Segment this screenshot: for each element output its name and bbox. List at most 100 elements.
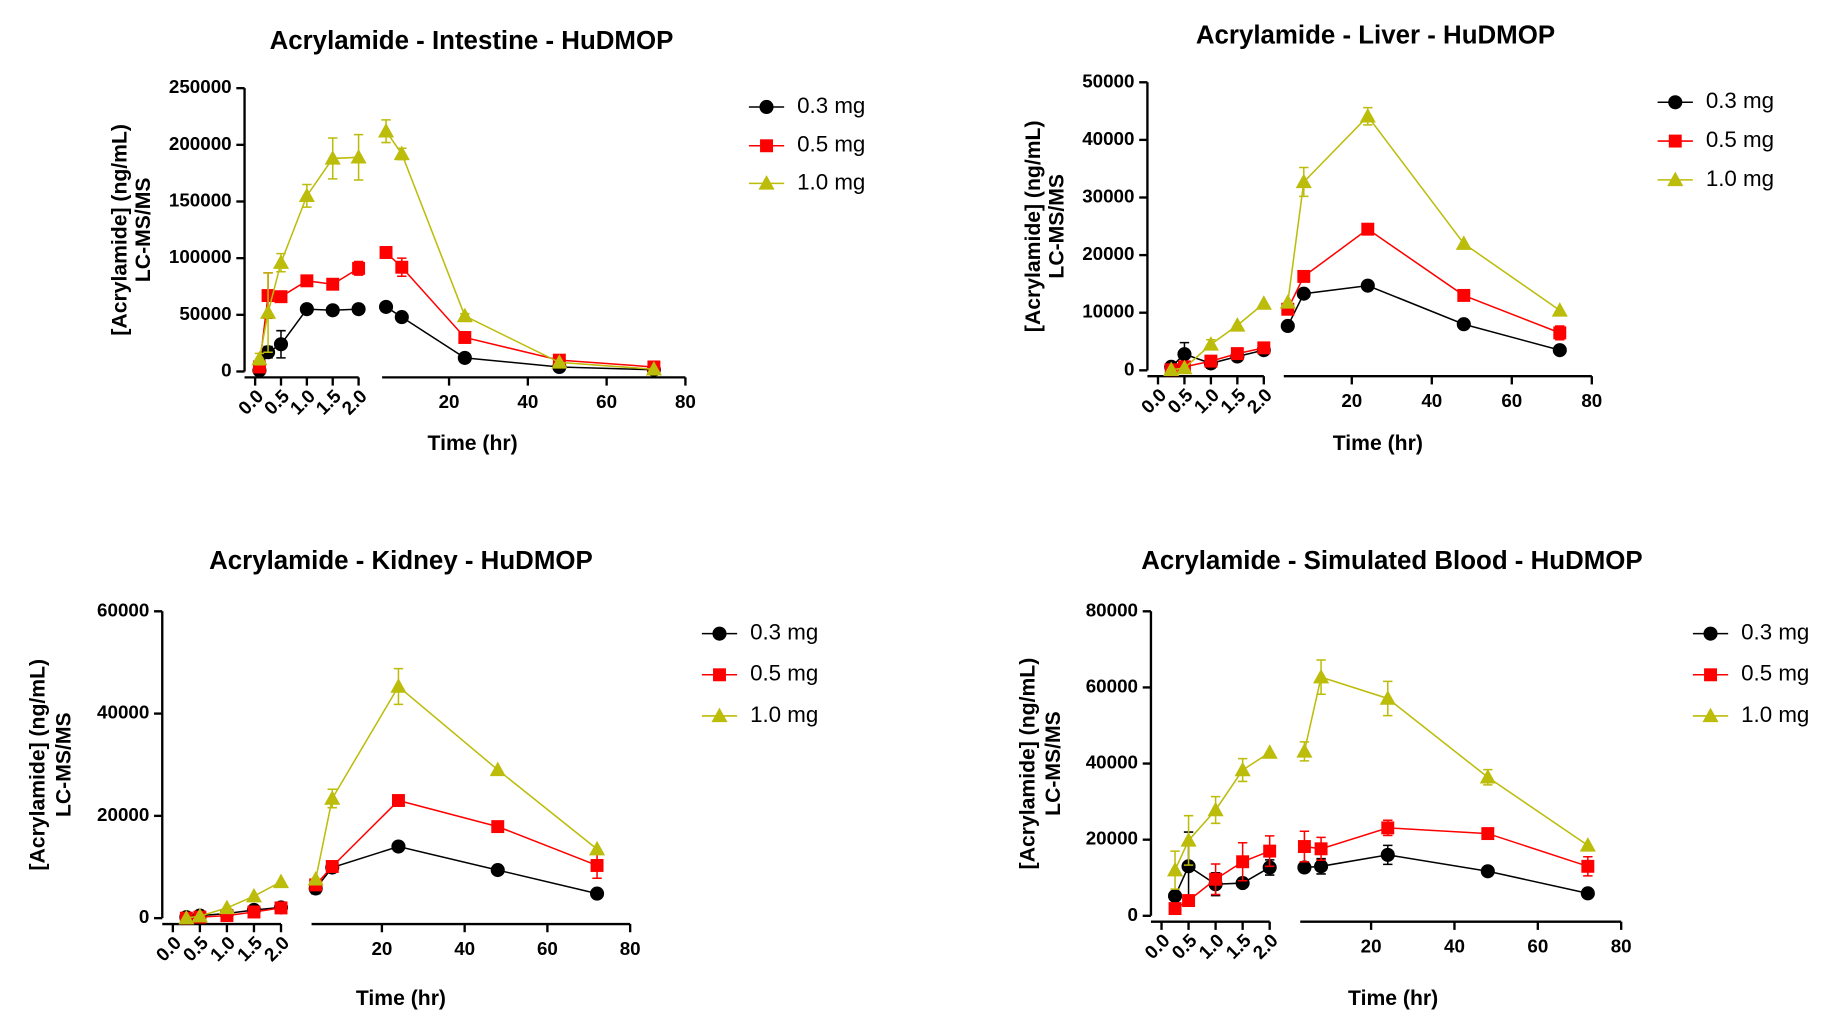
data-point [390,678,407,693]
x-tick-label: 60 [537,938,558,959]
data-point [1580,886,1595,901]
data-point [1552,343,1567,358]
data-point [1314,842,1328,856]
legend-marker [1668,134,1682,148]
data-point [1297,860,1312,875]
legend-marker [759,99,774,115]
series-line [1287,284,1560,351]
legend-label: 0.5 mg [1741,661,1809,686]
data-point [1280,318,1295,334]
legend-marker [713,668,726,682]
data-point [245,887,263,903]
data-point [1360,278,1375,293]
y-tick-label: 50000 [179,303,231,324]
legend-label: 0.5 mg [1706,127,1774,152]
data-point [324,790,341,805]
data-point [1279,294,1296,309]
data-point [1553,326,1567,340]
data-point [1551,302,1568,317]
data-point [391,839,406,854]
x-tick-label: 2.0 [1249,930,1282,963]
data-point [272,254,290,269]
x-axis-label: Time (hr) [1333,432,1423,455]
legend-marker [1702,707,1719,723]
y-axis-label: LC-MS/MS [52,712,75,817]
data-point [1180,832,1197,847]
chart-title: Acrylamide - Intestine - HuDMOP [270,27,674,55]
data-point [1297,269,1311,283]
chart-title: Acrylamide - Liver - HuDMOP [1196,21,1555,49]
y-axis-label: LC-MS/MS [132,178,155,283]
x-tick-label: 20 [1341,390,1362,411]
legend-label: 0.3 mg [750,620,818,645]
y-tick-label: 80000 [1086,599,1138,620]
series-line [1304,854,1589,895]
legend-label: 0.3 mg [1741,620,1809,645]
data-point [1176,359,1193,375]
series-line [315,845,598,895]
data-point [324,150,341,165]
data-point [1481,827,1495,841]
data-point [458,331,472,344]
chart-title: Acrylamide - Simulated Blood - HuDMOP [1141,547,1642,575]
y-tick-label: 0 [1128,904,1138,925]
data-point [1229,317,1246,332]
y-tick-label: 20000 [97,804,149,825]
data-point [1255,295,1272,310]
x-tick-label: 40 [1421,390,1442,411]
x-tick-label: 80 [675,391,696,412]
data-point [489,761,506,777]
data-point [273,337,289,352]
legend-label: 1.0 mg [1706,166,1774,191]
data-point [1177,347,1192,362]
data-point [1314,859,1329,874]
legend-marker [1668,95,1683,110]
data-point [1230,347,1244,361]
data-point [260,304,277,319]
y-tick-label: 20000 [1082,243,1134,264]
y-tick-label: 40000 [1082,128,1134,149]
x-tick-label: 40 [517,391,538,412]
series-line [258,156,359,360]
data-point [394,310,409,325]
y-tick-label: 50000 [1082,70,1134,91]
y-axis-label: LC-MS/MS [1042,711,1065,816]
x-tick-label: 40 [454,938,475,959]
x-axis-label: Time (hr) [1348,987,1438,1010]
data-point [1166,861,1184,877]
y-tick-label: 0 [1124,358,1134,379]
y-axis-label: [Acrylamide] (ng/mL) [1022,121,1045,333]
data-point [393,145,410,161]
data-point [490,863,505,878]
y-axis-label: LC-MS/MS [1046,174,1069,279]
legend-marker [712,626,727,641]
data-point [1457,288,1471,302]
series-line [1287,115,1561,312]
data-point [645,360,662,376]
data-point [379,246,393,259]
data-point [191,907,208,923]
data-point [1295,173,1312,189]
y-tick-label: 200000 [169,133,232,154]
y-tick-label: 40000 [97,702,149,723]
data-point [378,299,394,314]
data-point [1207,801,1224,817]
data-point [272,873,290,889]
x-tick-label: 60 [1501,390,1522,411]
x-tick-label: 20 [371,938,392,959]
y-tick-label: 0 [139,906,149,927]
y-tick-label: 250000 [169,76,232,97]
legend-label: 1.0 mg [750,702,818,727]
data-point [300,274,314,288]
legend-label: 1.0 mg [797,169,865,194]
x-tick-label: 2.0 [337,385,370,418]
legend-marker [760,139,773,153]
data-point [307,871,324,886]
legend-marker [1667,171,1684,187]
data-point [395,260,409,274]
data-point [1163,361,1180,376]
x-tick-label: 2.0 [1243,384,1276,417]
legend-label: 0.5 mg [797,132,865,157]
data-point [247,905,261,919]
